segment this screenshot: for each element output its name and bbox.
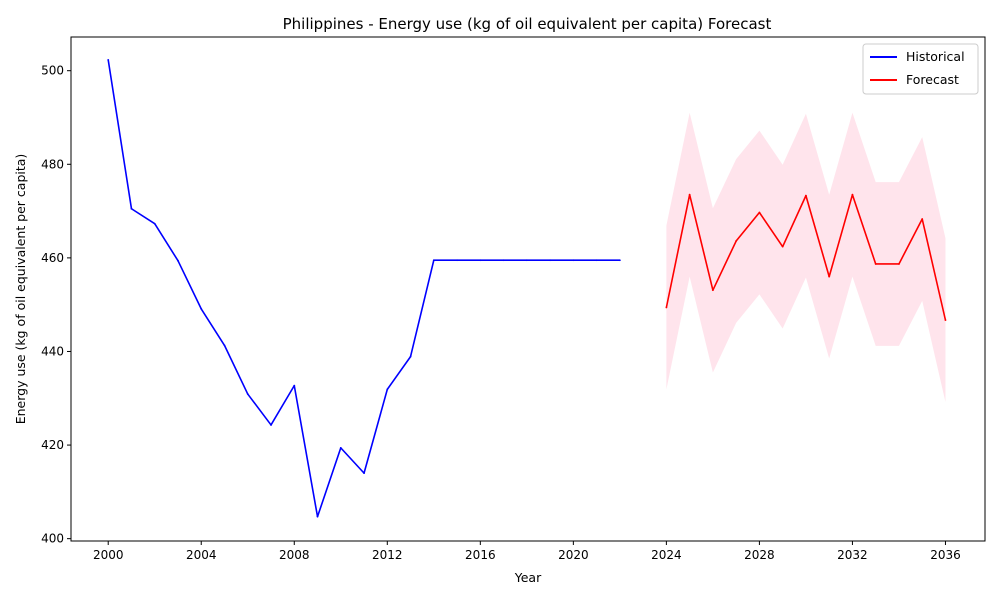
x-tick-label-2000: 2000: [93, 548, 124, 562]
data-point-historical-2002: [153, 222, 156, 225]
data-point-historical-2000: [107, 59, 110, 61]
data-point-historical-2015: [456, 259, 458, 262]
x-tick-label-2012: 2012: [372, 548, 403, 562]
x-tick-label-2024: 2024: [651, 548, 682, 562]
data-point-historical-2011: [363, 472, 365, 475]
legend-label-forecast: Forecast: [906, 72, 959, 87]
data-point-historical-2010: [339, 446, 342, 449]
x-tick-label-2036: 2036: [930, 548, 961, 562]
data-point-forecast-2036: [944, 319, 947, 322]
data-point-forecast-2031: [828, 275, 831, 278]
data-point-forecast-2034: [898, 263, 900, 265]
x-tick-label-2028: 2028: [744, 548, 775, 562]
y-tick-label-420: 420: [41, 438, 64, 452]
x-tick-label-2016: 2016: [465, 548, 496, 562]
data-point-historical-2003: [177, 259, 179, 262]
data-point-forecast-2033: [874, 263, 877, 265]
x-axis-label: Year: [514, 570, 542, 585]
x-tick-label-2020: 2020: [558, 548, 589, 562]
series-line-historical: [107, 59, 620, 518]
data-point-forecast-2025: [688, 193, 691, 196]
data-point-historical-2006: [246, 393, 249, 395]
data-point-historical-2013: [409, 355, 412, 358]
data-point-historical-2008: [293, 384, 296, 387]
data-point-forecast-2027: [735, 240, 738, 242]
data-point-historical-2020: [572, 259, 575, 262]
plot-frame: [70, 36, 986, 542]
data-point-historical-2019: [549, 259, 551, 262]
data-point-historical-2012: [386, 388, 389, 391]
chart-title: Philippines - Energy use (kg of oil equi…: [283, 15, 772, 33]
y-axis: 400 420 440 460 480 500: [41, 64, 71, 546]
data-point-historical-2005: [223, 344, 226, 347]
y-tick-label-440: 440: [41, 344, 64, 358]
y-tick-label-400: 400: [41, 532, 64, 546]
data-point-historical-2017: [502, 259, 505, 262]
forecast-confidence-band: [666, 112, 946, 403]
data-point-historical-2014: [432, 259, 435, 262]
y-axis-label: Energy use (kg of oil equivalent per cap…: [13, 154, 28, 425]
data-point-historical-2021: [595, 259, 598, 262]
x-tick-label-2004: 2004: [186, 548, 217, 562]
x-tick-label-2032: 2032: [837, 548, 868, 562]
data-point-historical-2001: [130, 207, 133, 210]
data-point-forecast-2029: [781, 245, 784, 248]
plot-area: [107, 59, 947, 518]
data-point-forecast-2035: [921, 218, 924, 220]
data-point-forecast-2026: [711, 289, 714, 292]
legend-label-historical: Historical: [906, 49, 965, 64]
data-point-historical-2022: [618, 259, 621, 262]
data-point-forecast-2024: [665, 306, 668, 309]
data-point-forecast-2032: [851, 193, 854, 196]
y-tick-label-500: 500: [41, 64, 64, 78]
data-point-forecast-2030: [805, 194, 807, 197]
data-point-historical-2016: [479, 259, 482, 262]
x-axis: 2000 2004 2008 2012 2016 2020 2024 2028 2032 2036: [93, 541, 961, 562]
data-point-forecast-2028: [758, 211, 761, 214]
data-point-historical-2007: [270, 424, 272, 426]
x-tick-label-2008: 2008: [279, 548, 310, 562]
data-point-historical-2018: [525, 259, 528, 262]
data-point-historical-2004: [200, 307, 203, 310]
y-tick-label-460: 460: [41, 251, 64, 265]
data-point-historical-2009: [316, 515, 319, 518]
y-tick-label-480: 480: [41, 157, 64, 171]
legend: Historical Forecast: [862, 43, 979, 95]
